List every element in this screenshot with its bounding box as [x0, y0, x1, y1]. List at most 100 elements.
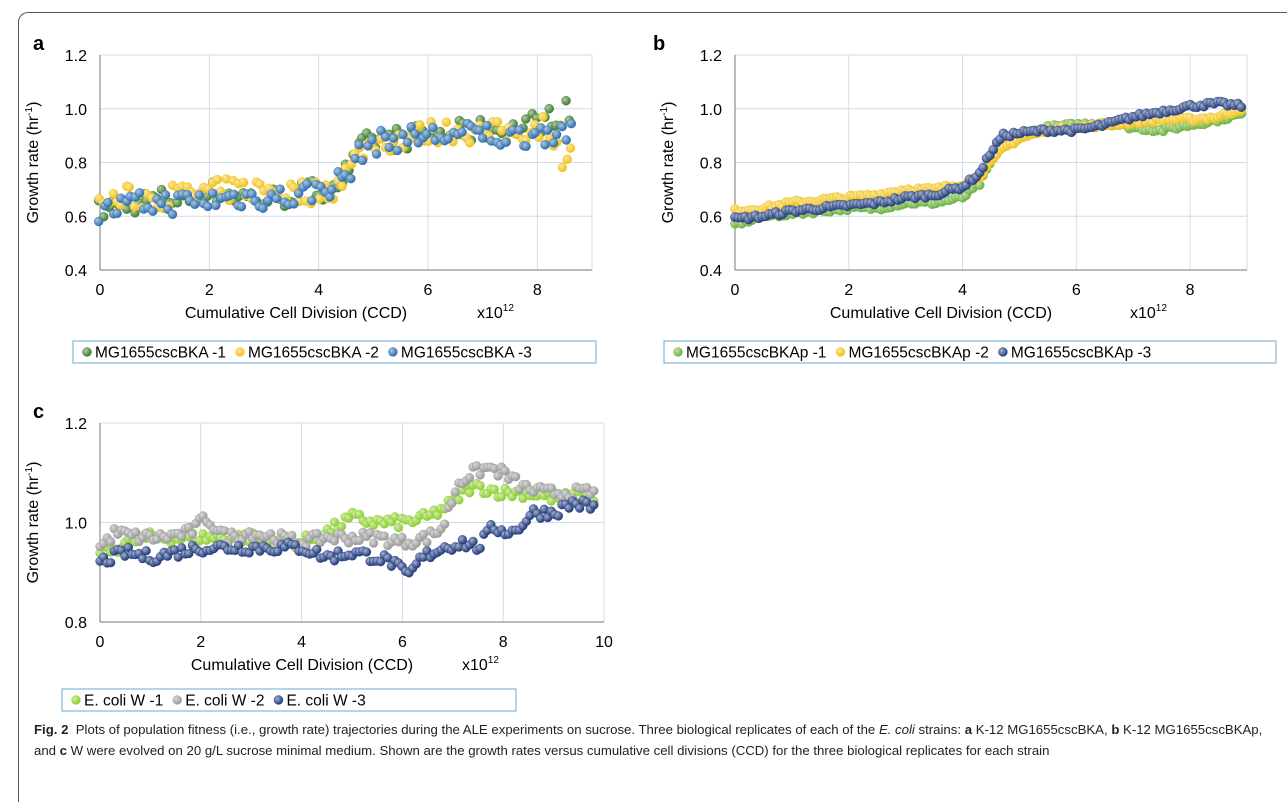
data-point [410, 129, 420, 139]
legend-box-c [61, 688, 517, 712]
legend-label: E. coli W -2 [185, 693, 264, 710]
x-tick-label: 2 [205, 282, 214, 299]
y-tick-label: 0.4 [65, 263, 87, 280]
caption-label: Fig. 2 [34, 722, 69, 737]
x-axis-multiplier: x1012 [1130, 303, 1167, 322]
caption-c-letter: c [59, 743, 68, 758]
data-point [354, 535, 365, 545]
chart-panel-a: a 0.4 0.6 0.8 1.0 1.2 0 2 4 6 8 Growth rate (hr-1) C… [24, 33, 597, 364]
x-tick-label: 6 [1072, 282, 1081, 299]
x-axis-label: Cumulative Cell Division (CCD) [191, 657, 413, 674]
data-point [108, 188, 119, 199]
data-point [187, 529, 198, 539]
data-point [379, 531, 389, 541]
data-point [271, 193, 282, 204]
x-tick-label: 4 [314, 282, 323, 299]
data-point [357, 155, 368, 166]
panel-letter-c: c [33, 401, 44, 423]
data-point [312, 528, 322, 539]
data-point [156, 198, 166, 209]
data-point [207, 188, 218, 198]
legend-box-a [72, 340, 597, 364]
y-tick-label: 1.0 [65, 516, 87, 533]
y-tick-label: 1.0 [65, 102, 87, 119]
data-point [474, 125, 484, 135]
data-point [93, 216, 104, 227]
data-point [457, 127, 467, 137]
data-point [371, 149, 382, 159]
data-point [548, 138, 559, 148]
data-point [384, 142, 394, 153]
data-point [465, 488, 475, 498]
y-axis-label: Growth rate (hr-1) [659, 102, 677, 224]
legend-label: E. coli W -1 [84, 693, 163, 710]
y-tick-label: 0.6 [65, 209, 87, 226]
x-tick-label: 8 [1186, 282, 1195, 299]
data-point [307, 195, 317, 206]
data-point [402, 137, 413, 148]
data-point [160, 190, 171, 200]
data-point [302, 179, 312, 189]
legend-label: E. coli W -3 [286, 693, 365, 710]
x-tick-label: 8 [499, 634, 508, 651]
data-point [589, 486, 599, 496]
data-point [393, 523, 404, 533]
x-tick-label: 0 [96, 634, 105, 651]
y-tick-label: 1.2 [65, 416, 87, 433]
legend-box-b [663, 340, 1277, 364]
data-point [380, 132, 391, 142]
caption-text-2: strains: [914, 722, 965, 737]
caption-c-text: W were evolved on 20 g/L sucrose minimal… [67, 743, 1050, 758]
caption-text-1: Plots of population fitness (i.e., growt… [75, 722, 879, 737]
panel-letter-b: b [653, 33, 665, 55]
data-point [468, 536, 478, 547]
data-point [557, 162, 567, 173]
x-tick-label: 0 [96, 282, 105, 299]
data-point [566, 118, 576, 129]
data-point [184, 548, 194, 559]
y-axis-label: Growth rate (hr-1) [24, 102, 42, 224]
data-point [561, 95, 571, 106]
legend-marker [673, 347, 683, 357]
x-axis-label: Cumulative Cell Division (CCD) [185, 305, 407, 322]
chart-panel-b: b 0.4 0.6 0.8 1.0 1.2 0 2 4 6 8 Growth rate (hr-1) C… [653, 33, 1277, 364]
data-point [562, 154, 572, 165]
caption-a-text: K-12 MG1655cscBKA, [972, 722, 1112, 737]
legend-marker [388, 347, 398, 357]
legend-label: MG1655cscBKA -1 [95, 345, 226, 362]
caption-b-letter: b [1111, 722, 1120, 737]
data-point [422, 537, 432, 548]
data-point [475, 543, 485, 554]
data-point [367, 134, 377, 145]
data-point [564, 503, 574, 513]
data-point [130, 527, 141, 537]
data-point [388, 133, 399, 143]
data-point [236, 201, 247, 212]
data-point [477, 133, 488, 143]
data-point [106, 537, 116, 547]
data-point [294, 188, 304, 199]
caption-organism: E. coli [878, 722, 915, 737]
data-point [238, 177, 249, 188]
legend-marker [172, 695, 182, 705]
data-point [415, 119, 425, 130]
data-point [289, 199, 299, 209]
data-point [275, 184, 285, 194]
y-tick-label: 1.2 [65, 48, 87, 65]
panel-letter-a: a [33, 33, 45, 55]
data-point [542, 125, 553, 135]
chart-panel-c: c 0.8 1.0 1.2 0 2 4 6 8 10 Growth rate (hr-1) Cumul… [24, 401, 613, 712]
figure-caption: Fig. 2 Plots of population fitness (i.e.… [34, 719, 1274, 761]
legend-marker [71, 695, 81, 705]
data-point [551, 129, 562, 140]
x-tick-label: 8 [533, 282, 542, 299]
legend-label: MG1655cscBKAp -2 [848, 345, 988, 362]
legend-label: MG1655cscBKA -2 [248, 345, 379, 362]
data-point [1236, 102, 1247, 112]
data-point [441, 117, 451, 127]
data-point [112, 208, 122, 219]
data-point [369, 538, 379, 548]
data-point [177, 531, 187, 542]
data-point [203, 201, 213, 212]
